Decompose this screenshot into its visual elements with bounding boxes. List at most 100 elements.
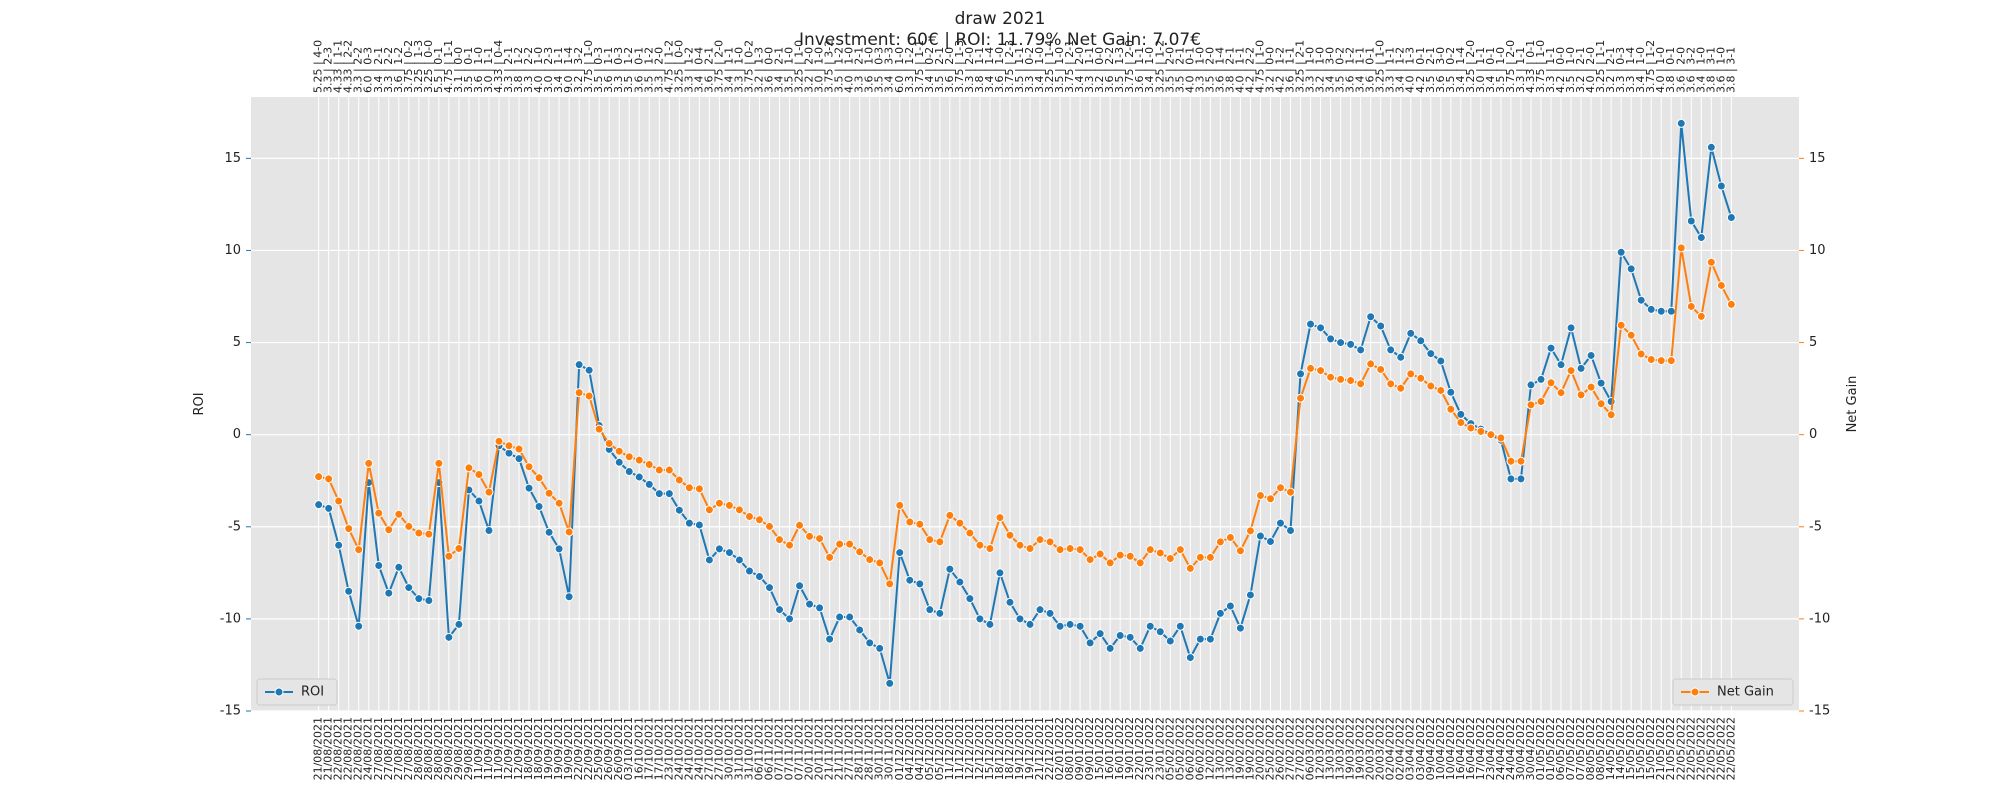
x-tick-label: 22/05/2022	[1674, 717, 1687, 780]
top-tick-label: 3.5 | 0-2	[1444, 47, 1457, 93]
x-tick-label: 15/01/2022	[1093, 717, 1106, 780]
point	[734, 555, 744, 565]
x-tick-label: 27/02/2022	[1284, 717, 1297, 780]
point	[1366, 312, 1376, 322]
point	[684, 483, 694, 493]
top-tick-label: 3.3 | 1-1	[1083, 47, 1096, 93]
top-tick-label: 4.0 | 1-0	[843, 47, 856, 93]
top-tick-label: 4.2 | 2-2	[1243, 47, 1256, 93]
top-tick-label: 3.0 | 1-1	[1474, 47, 1487, 93]
top-tick-label: 3.6 | 3-0	[1434, 47, 1447, 93]
x-tick-label: 12/02/2022	[1203, 717, 1216, 780]
top-tick-label: 3.4 | 1-1	[552, 47, 565, 93]
point	[1296, 393, 1306, 403]
top-tick-label: 5.25 | 4-0	[312, 40, 325, 93]
top-tick-label: 3.6 | 1-2	[1344, 47, 1357, 93]
top-tick-label: 4.0 | 1-0	[532, 47, 545, 93]
top-tick-label: 3.75 | 0-2	[402, 40, 415, 93]
point	[754, 515, 764, 525]
point	[1356, 345, 1366, 355]
x-tick-label: 17/10/2021	[652, 717, 665, 780]
point	[424, 529, 434, 539]
point	[524, 483, 534, 493]
top-tick-label: 4.0 | 1-3	[1404, 47, 1417, 93]
x-tick-label: 06/02/2022	[1183, 717, 1196, 780]
x-tick-label: 19/03/2022	[1344, 717, 1357, 780]
legend-box	[256, 678, 338, 706]
top-tick-label: 3.75 | 1-1	[913, 40, 926, 93]
top-tick-label: 3.75 | 2-0	[1504, 40, 1517, 93]
point	[945, 510, 955, 520]
x-tick-label: 04/12/2021	[903, 717, 916, 780]
top-tick-label: 3.75 | 1-0	[582, 40, 595, 93]
x-tick-label: 21/08/2021	[322, 717, 335, 780]
point	[985, 544, 995, 554]
point	[945, 564, 955, 574]
x-tick-label: 09/04/2022	[1424, 717, 1437, 780]
point	[504, 448, 514, 458]
point	[975, 540, 985, 550]
top-tick-label: 3.4 | 0-1	[1484, 47, 1497, 93]
x-tick-label: 24/04/2022	[1494, 717, 1507, 780]
point	[765, 583, 775, 593]
x-tick-label: 15/05/2022	[1634, 717, 1647, 780]
x-tick-label: 07/11/2021	[783, 717, 796, 780]
point	[1686, 216, 1696, 226]
point	[354, 545, 364, 555]
point	[935, 608, 945, 618]
point	[624, 467, 634, 477]
point	[634, 472, 644, 482]
point	[404, 583, 414, 593]
point	[1576, 390, 1586, 400]
x-tick-label: 19/02/2022	[1243, 717, 1256, 780]
x-tick-label: 24/04/2022	[1504, 717, 1517, 780]
x-tick-label: 22/05/2022	[1684, 717, 1697, 780]
x-tick-label: 03/04/2022	[1404, 717, 1417, 780]
point	[1095, 549, 1105, 559]
top-tick-label: 3.2 | 2-1	[1574, 47, 1587, 93]
point	[915, 519, 925, 529]
x-tick-label: 28/08/2021	[432, 717, 445, 780]
top-tick-label: 4.2 | 1-2	[1273, 47, 1286, 93]
point	[714, 498, 724, 508]
point	[1396, 383, 1406, 393]
point	[855, 547, 865, 557]
point	[1596, 399, 1606, 409]
point	[494, 436, 504, 446]
point	[1616, 247, 1626, 257]
point	[1205, 634, 1215, 644]
top-tick-label: 3.0 | 2-3	[542, 47, 555, 93]
point	[1666, 306, 1676, 316]
x-tick-label: 07/11/2021	[793, 717, 806, 780]
x-tick-label: 07/05/2022	[1574, 717, 1587, 780]
top-tick-label: 3.5 | 0-3	[873, 47, 886, 93]
top-tick-label: 3.3 | 1-1	[1384, 47, 1397, 93]
point	[634, 455, 644, 465]
y2-axis-label: Net Gain	[1845, 376, 1860, 433]
point	[1105, 558, 1115, 568]
point	[1726, 212, 1736, 222]
top-tick-label: 3.75 | 1-2	[1644, 40, 1657, 93]
x-tick-label: 30/04/2022	[1524, 717, 1537, 780]
top-tick-label: 3.8 | 1-1	[973, 47, 986, 93]
point	[1055, 621, 1065, 631]
point	[765, 521, 775, 531]
point	[584, 365, 594, 375]
x-tick-label: 22/05/2022	[1704, 717, 1717, 780]
point	[845, 539, 855, 549]
point	[484, 525, 494, 535]
point	[1606, 410, 1616, 420]
x-tick-label: 19/12/2021	[1013, 717, 1026, 780]
point	[1646, 355, 1656, 365]
x-tick-label: 06/02/2022	[1193, 717, 1206, 780]
top-tick-label: 3.5 | 2-1	[933, 47, 946, 93]
point	[1416, 373, 1426, 383]
point	[805, 599, 815, 609]
top-tick-label: 3.6 | 1-0	[1714, 47, 1727, 93]
point	[1696, 311, 1706, 321]
y-tick-label: -15	[220, 704, 241, 719]
legend: ROI	[256, 678, 338, 706]
point	[664, 489, 674, 499]
point	[825, 634, 835, 644]
top-tick-label: 3.3 | 1-0	[1304, 47, 1317, 93]
